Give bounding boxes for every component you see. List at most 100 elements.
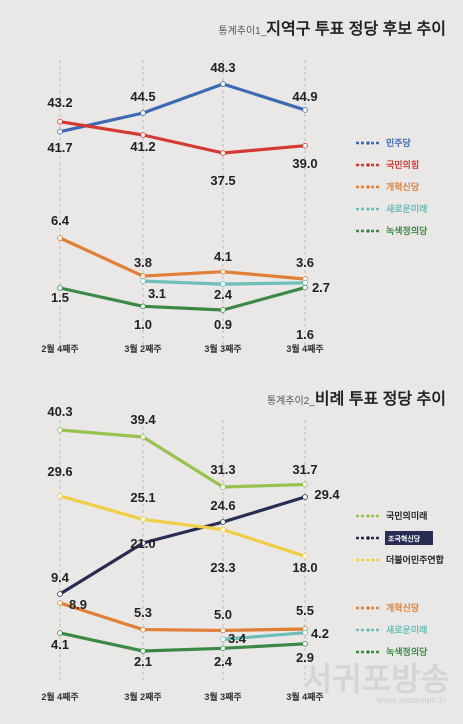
data-point — [140, 626, 146, 633]
data-label: 39.0 — [292, 156, 317, 171]
data-point — [220, 526, 226, 533]
chart1-plot: 2월 4째주 3월 2째주 3월 3째주 3월 4째주 41.7 44.5 48.3 44.9… — [41, 60, 428, 354]
data-point — [57, 600, 63, 606]
data-label: 4.1 — [51, 637, 69, 652]
x-tick-label: 3월 4째주 — [286, 343, 323, 354]
data-label: 2.9 — [296, 650, 314, 665]
data-label: 31.3 — [210, 462, 235, 477]
series-line — [58, 82, 307, 134]
data-label: 1.5 — [51, 290, 69, 305]
legend-label: 새로운미래 — [386, 624, 427, 635]
data-label: 3.6 — [296, 255, 314, 270]
legend-label: 녹색정의당 — [386, 646, 428, 657]
chart2-title-prefix: 통계추이2_ — [267, 395, 315, 407]
data-label: 4.2 — [311, 626, 329, 641]
series-line — [58, 428, 307, 489]
data-label: 37.5 — [210, 173, 235, 188]
x-tick-label: 2월 4째주 — [41, 343, 78, 354]
series-line — [58, 601, 307, 633]
data-label: 18.0 — [292, 560, 317, 575]
data-point — [220, 281, 226, 287]
series-line — [58, 494, 307, 558]
data-point — [302, 142, 308, 149]
data-label: 44.5 — [130, 89, 155, 104]
data-point — [220, 81, 226, 87]
x-tick-label: 3월 4째주 — [286, 691, 323, 702]
data-label: 43.2 — [47, 95, 72, 110]
data-point — [302, 640, 308, 647]
legend-marker — [365, 206, 371, 212]
data-point — [57, 118, 63, 125]
watermark-url: www.seogwipo.tv — [376, 695, 447, 705]
legend-marker — [365, 513, 371, 519]
series-line — [58, 236, 307, 281]
legend-label: 개혁신당 — [386, 602, 420, 613]
data-point — [57, 235, 63, 241]
data-point — [220, 519, 226, 525]
series-line — [58, 120, 307, 155]
data-label: 2.4 — [214, 654, 233, 669]
legend-marker — [365, 649, 371, 655]
chart2-title-main: 비례 투표 정당 추이 — [315, 389, 446, 408]
data-point — [140, 648, 146, 654]
data-point — [302, 629, 308, 636]
data-label: 3.8 — [134, 255, 152, 270]
data-label: 25.1 — [130, 490, 155, 505]
legend-label: 개혁신당 — [386, 181, 420, 192]
series-line — [58, 495, 307, 596]
chart2-title: 통계추이2_비례 투표 정당 추이 — [267, 389, 446, 408]
data-label: 9.4 — [51, 570, 70, 585]
watermark-name: 서귀포방송 — [303, 660, 450, 698]
legend-label: 조국혁신당 — [388, 534, 421, 543]
legend-marker — [365, 162, 371, 168]
data-label: 40.3 — [47, 404, 72, 419]
data-point — [220, 150, 226, 156]
data-point — [302, 553, 308, 559]
data-point — [302, 284, 308, 291]
data-point — [302, 107, 308, 113]
legend-marker — [365, 140, 371, 146]
series-line — [58, 285, 307, 312]
data-label: 24.6 — [210, 498, 235, 513]
x-tick-label: 3월 3째주 — [204, 691, 241, 702]
x-tick-label: 2월 4째주 — [41, 691, 78, 702]
data-label: 1.0 — [134, 317, 152, 332]
data-label: 2.7 — [312, 280, 330, 295]
data-point — [140, 110, 146, 116]
legend-marker — [365, 605, 371, 611]
legend-marker — [365, 557, 371, 563]
data-point — [140, 434, 146, 440]
legend-badge — [385, 531, 433, 545]
data-label: 3.1 — [148, 286, 166, 301]
data-label: 29.6 — [47, 464, 72, 479]
series-line — [221, 631, 307, 641]
data-point — [302, 494, 308, 500]
chart1-title-prefix: 통계추이1_ — [218, 25, 266, 37]
legend-label: 국민의미래 — [386, 510, 427, 521]
data-point — [140, 516, 146, 523]
legend-marker — [365, 184, 371, 190]
x-tick-label: 3월 2째주 — [124, 691, 161, 702]
legend-marker — [365, 627, 371, 633]
data-label: 1.6 — [296, 327, 314, 342]
data-point — [220, 268, 226, 275]
chart1-title-main: 지역구 투표 정당 후보 추이 — [266, 19, 446, 38]
data-point — [140, 132, 146, 138]
data-label: 5.5 — [296, 603, 314, 618]
data-point — [302, 280, 308, 286]
data-label: 8.9 — [69, 597, 87, 612]
legend-marker — [365, 535, 371, 541]
data-point — [140, 303, 146, 310]
data-point — [57, 591, 63, 597]
data-point — [220, 307, 226, 313]
data-label: 0.9 — [214, 317, 232, 332]
legend-label: 민주당 — [386, 137, 412, 148]
series-line — [58, 631, 307, 653]
chart2-plot: 2월 4째주 3월 2째주 3월 3째주 3월 4째주 40.3 39.4 31.3 31.7… — [41, 404, 444, 702]
data-point — [57, 427, 63, 433]
data-label: 41.2 — [130, 139, 155, 154]
legend-marker — [365, 228, 371, 234]
